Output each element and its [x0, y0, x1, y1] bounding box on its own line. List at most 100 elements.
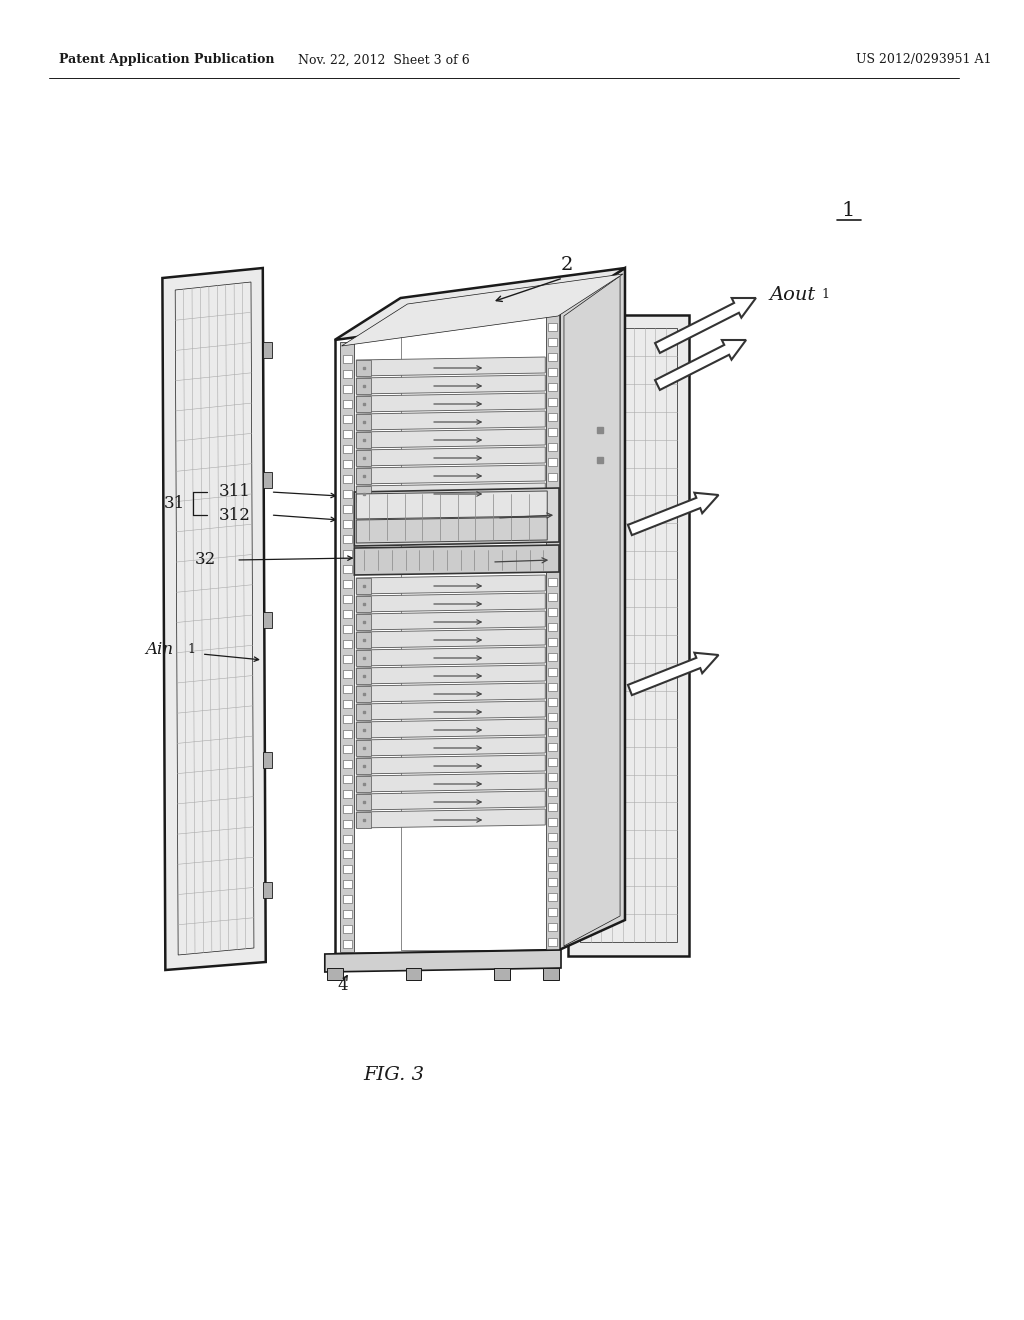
Polygon shape	[356, 432, 371, 447]
Polygon shape	[548, 743, 557, 751]
Polygon shape	[356, 356, 545, 376]
Polygon shape	[406, 968, 421, 979]
Polygon shape	[655, 341, 746, 389]
Polygon shape	[356, 649, 371, 667]
Polygon shape	[342, 640, 352, 648]
Polygon shape	[342, 355, 352, 363]
Polygon shape	[356, 486, 371, 502]
Text: 1: 1	[842, 201, 855, 219]
Polygon shape	[356, 758, 371, 774]
Polygon shape	[342, 400, 352, 408]
Polygon shape	[548, 399, 557, 407]
Polygon shape	[263, 473, 271, 488]
Text: 1: 1	[822, 288, 829, 301]
Polygon shape	[356, 632, 371, 648]
Polygon shape	[342, 789, 352, 799]
Polygon shape	[548, 352, 557, 360]
Polygon shape	[548, 368, 557, 376]
Text: Aout: Aout	[770, 286, 816, 304]
Polygon shape	[342, 805, 352, 813]
Polygon shape	[548, 878, 557, 886]
Polygon shape	[342, 909, 352, 917]
Text: 2: 2	[561, 256, 573, 275]
Polygon shape	[342, 385, 352, 393]
Polygon shape	[356, 414, 371, 430]
Text: Ain: Ain	[145, 642, 174, 659]
Polygon shape	[354, 545, 559, 576]
Polygon shape	[327, 968, 342, 979]
Polygon shape	[356, 483, 545, 502]
Polygon shape	[548, 593, 557, 601]
Polygon shape	[342, 760, 352, 768]
Polygon shape	[342, 459, 352, 469]
Polygon shape	[628, 492, 719, 535]
Polygon shape	[628, 652, 719, 696]
Polygon shape	[548, 473, 557, 480]
Polygon shape	[548, 323, 557, 331]
Polygon shape	[356, 469, 371, 484]
Text: US 2012/0293951 A1: US 2012/0293951 A1	[856, 54, 992, 66]
Polygon shape	[342, 940, 352, 948]
Polygon shape	[356, 517, 547, 543]
Polygon shape	[356, 722, 371, 738]
Polygon shape	[548, 803, 557, 810]
Polygon shape	[342, 595, 352, 603]
Polygon shape	[356, 776, 371, 792]
Polygon shape	[548, 413, 557, 421]
Text: Patent Application Publication: Patent Application Publication	[59, 54, 274, 66]
Polygon shape	[356, 741, 371, 756]
Polygon shape	[548, 833, 557, 841]
Polygon shape	[356, 450, 371, 466]
Polygon shape	[342, 685, 352, 693]
Polygon shape	[342, 775, 352, 783]
Polygon shape	[356, 682, 545, 702]
Polygon shape	[548, 383, 557, 391]
Polygon shape	[495, 968, 510, 979]
Polygon shape	[356, 447, 545, 466]
Polygon shape	[548, 444, 557, 451]
Polygon shape	[342, 895, 352, 903]
Polygon shape	[263, 752, 271, 768]
Polygon shape	[548, 682, 557, 690]
Polygon shape	[356, 411, 545, 430]
Polygon shape	[342, 865, 352, 873]
Polygon shape	[548, 788, 557, 796]
Polygon shape	[548, 923, 557, 931]
Polygon shape	[548, 338, 557, 346]
Polygon shape	[356, 614, 371, 630]
Polygon shape	[342, 700, 352, 708]
Text: 312: 312	[218, 507, 251, 524]
Polygon shape	[356, 647, 545, 667]
Polygon shape	[356, 578, 371, 594]
Polygon shape	[655, 298, 756, 352]
Polygon shape	[548, 623, 557, 631]
Polygon shape	[342, 655, 352, 663]
Polygon shape	[548, 578, 557, 586]
Text: 31: 31	[164, 495, 185, 511]
Polygon shape	[342, 850, 352, 858]
Text: 4: 4	[337, 977, 348, 994]
Polygon shape	[356, 755, 545, 774]
Text: 311: 311	[218, 483, 251, 500]
Polygon shape	[544, 968, 559, 979]
Polygon shape	[356, 719, 545, 738]
Polygon shape	[356, 393, 545, 412]
Polygon shape	[356, 576, 545, 594]
Polygon shape	[342, 370, 352, 378]
Polygon shape	[342, 624, 352, 634]
Polygon shape	[342, 880, 352, 888]
Polygon shape	[342, 925, 352, 933]
Polygon shape	[263, 342, 271, 358]
Polygon shape	[548, 517, 557, 525]
Polygon shape	[356, 396, 371, 412]
Polygon shape	[548, 863, 557, 871]
Polygon shape	[356, 812, 371, 828]
Polygon shape	[356, 795, 371, 810]
Polygon shape	[548, 774, 557, 781]
Polygon shape	[340, 342, 354, 952]
Polygon shape	[548, 668, 557, 676]
Polygon shape	[342, 671, 352, 678]
Polygon shape	[342, 490, 352, 498]
Polygon shape	[548, 503, 557, 511]
Polygon shape	[342, 610, 352, 618]
